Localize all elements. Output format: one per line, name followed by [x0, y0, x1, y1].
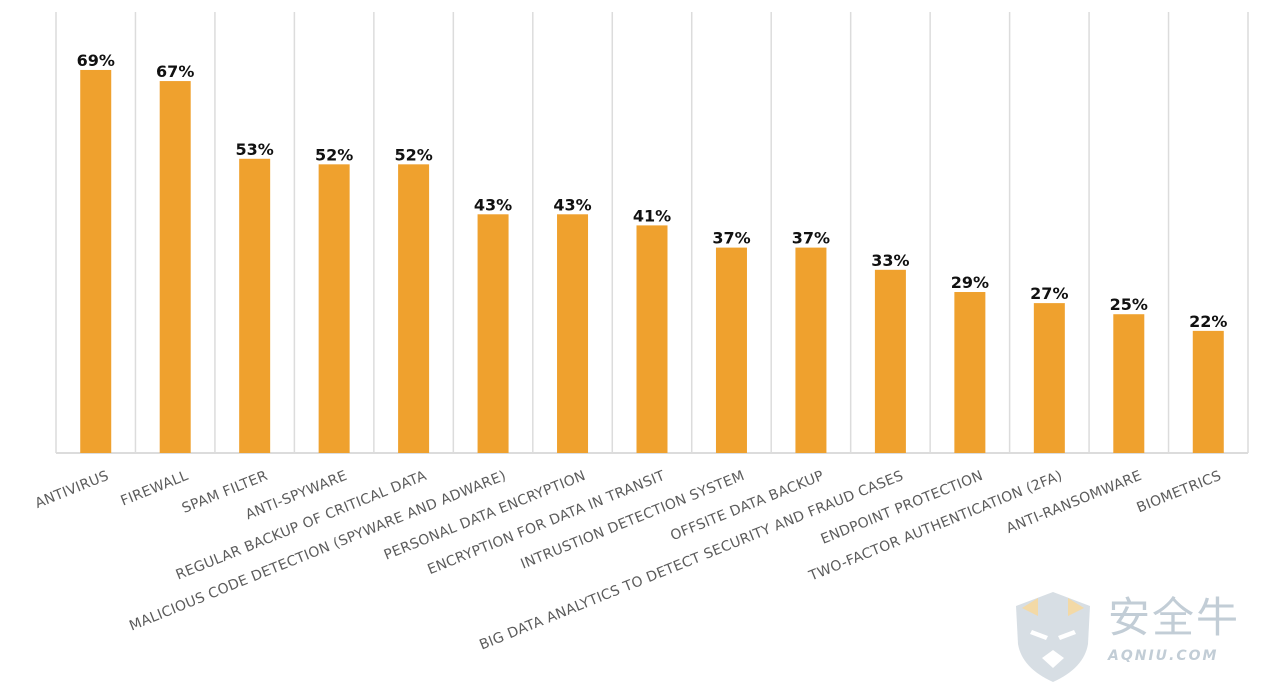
data-label: 37% — [792, 229, 830, 248]
bar — [1113, 314, 1145, 453]
data-label: 53% — [236, 140, 274, 159]
watermark-domain-text: AQNIU.COM — [1108, 648, 1219, 664]
data-label: 52% — [394, 145, 432, 164]
data-label: 22% — [1189, 312, 1227, 331]
bar — [954, 292, 986, 453]
data-label: 67% — [156, 62, 194, 81]
shield-logo-icon — [1016, 592, 1090, 682]
bar — [795, 247, 827, 453]
category-label: ANTIVIRUS — [33, 468, 111, 512]
data-label: 43% — [474, 195, 512, 214]
data-label: 41% — [633, 206, 671, 225]
data-label: 43% — [553, 195, 591, 214]
category-label: ANTI-RANSOMWARE — [1004, 468, 1144, 537]
data-label: 33% — [871, 251, 909, 270]
bar — [874, 269, 906, 453]
data-label: 37% — [712, 229, 750, 248]
bar — [239, 158, 271, 454]
bar — [636, 225, 668, 453]
data-label: 52% — [315, 145, 353, 164]
bars — [80, 69, 1224, 454]
bar — [477, 214, 509, 453]
data-label: 27% — [1030, 284, 1068, 303]
data-label: 25% — [1110, 295, 1148, 314]
bar — [80, 69, 112, 453]
category-label: BIOMETRICS — [1135, 468, 1224, 516]
watermark-chinese-text: 安全牛 — [1108, 593, 1241, 642]
bar — [398, 164, 430, 454]
bar — [715, 247, 747, 453]
bar — [318, 164, 350, 454]
data-label: 29% — [951, 273, 989, 292]
bar — [1033, 303, 1065, 453]
bar — [159, 81, 191, 454]
bar — [557, 214, 589, 453]
value-labels: 69% 67% 53% 52% 52% 43% 43% 41% 37% 37% 33% 29% 27% 2… — [77, 51, 1228, 331]
data-label: 69% — [77, 51, 115, 70]
bar — [1192, 330, 1224, 453]
watermark: 安全牛 AQNIU.COM — [1000, 588, 1255, 688]
